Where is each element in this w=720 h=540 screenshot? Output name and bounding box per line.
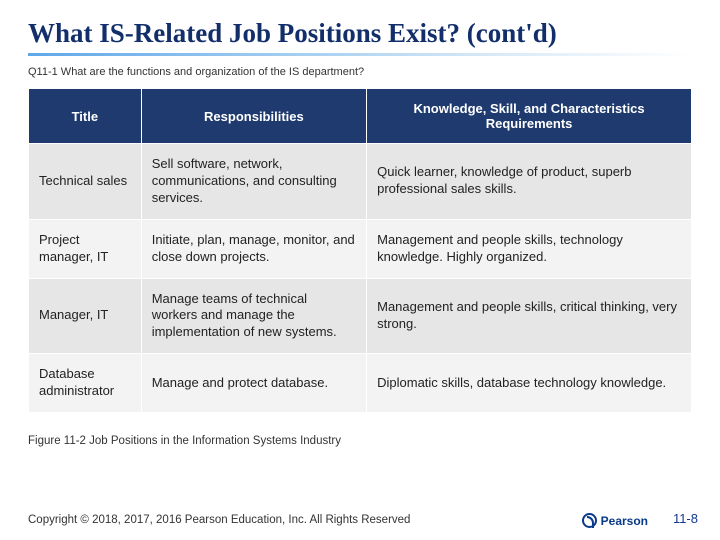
pearson-logo-icon: [582, 513, 597, 528]
title-underline: [28, 53, 692, 56]
copyright-footer: Copyright © 2018, 2017, 2016 Pearson Edu…: [28, 514, 410, 526]
jobs-table: Title Responsibilities Knowledge, Skill,…: [28, 88, 692, 413]
cell-resp: Manage teams of technical workers and ma…: [141, 278, 366, 354]
cell-resp: Sell software, network, communications, …: [141, 144, 366, 220]
cell-req: Quick learner, knowledge of product, sup…: [367, 144, 692, 220]
slide-subtitle: Q11-1 What are the functions and organiz…: [28, 66, 692, 78]
header-responsibilities: Responsibilities: [141, 89, 366, 144]
table-row: Manager, IT Manage teams of technical wo…: [29, 278, 692, 354]
table-row: Technical sales Sell software, network, …: [29, 144, 692, 220]
pearson-logo-text: Pearson: [601, 514, 648, 528]
cell-title: Project manager, IT: [29, 219, 142, 278]
cell-title: Manager, IT: [29, 278, 142, 354]
slide-title: What IS-Related Job Positions Exist? (co…: [28, 18, 692, 49]
cell-req: Management and people skills, critical t…: [367, 278, 692, 354]
cell-title: Database administrator: [29, 354, 142, 413]
cell-resp: Manage and protect database.: [141, 354, 366, 413]
page-number: 11-8: [673, 511, 698, 526]
table-row: Project manager, IT Initiate, plan, mana…: [29, 219, 692, 278]
header-title: Title: [29, 89, 142, 144]
table-header-row: Title Responsibilities Knowledge, Skill,…: [29, 89, 692, 144]
cell-req: Diplomatic skills, database technology k…: [367, 354, 692, 413]
table-row: Database administrator Manage and protec…: [29, 354, 692, 413]
cell-title: Technical sales: [29, 144, 142, 220]
header-requirements: Knowledge, Skill, and Characteristics Re…: [367, 89, 692, 144]
figure-caption: Figure 11-2 Job Positions in the Informa…: [28, 435, 692, 447]
pearson-logo: Pearson: [582, 513, 648, 528]
cell-req: Management and people skills, technology…: [367, 219, 692, 278]
cell-resp: Initiate, plan, manage, monitor, and clo…: [141, 219, 366, 278]
